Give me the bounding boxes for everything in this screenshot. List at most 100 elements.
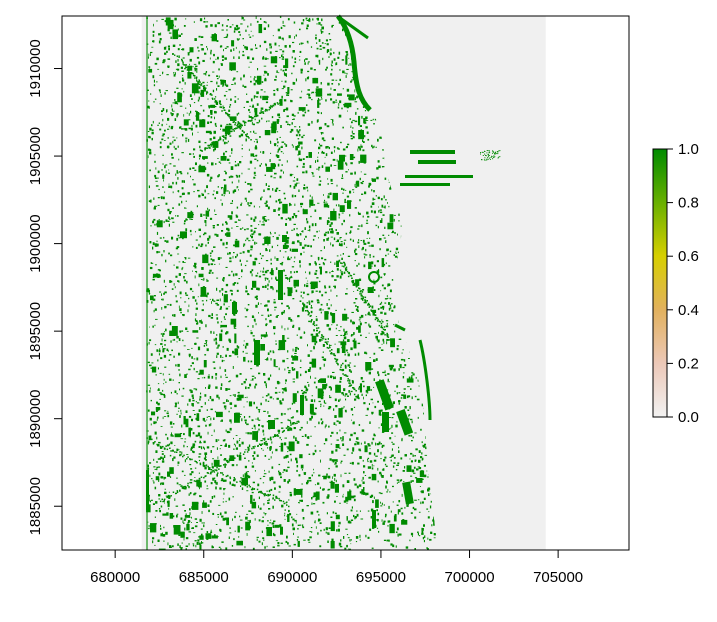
green-patch [183,119,189,126]
green-patch [342,493,344,495]
green-patch [281,88,284,90]
green-patch [223,492,225,495]
green-patch [180,517,183,520]
green-patch [417,379,420,382]
green-patch [221,193,223,196]
green-patch [156,251,159,254]
green-patch [157,359,159,362]
green-patch [238,112,240,115]
green-patch [310,399,314,402]
green-patch [244,546,246,549]
green-patch [283,269,285,272]
green-patch [358,484,362,487]
green-patch [319,217,322,220]
green-patch [229,290,231,292]
green-patch [263,373,266,376]
green-patch [159,141,162,144]
green-patch [309,194,311,197]
green-patch [194,318,197,322]
green-patch [248,66,250,68]
green-patch [250,494,253,504]
green-patch [333,376,335,380]
green-patch [199,440,201,443]
green-patch [243,74,245,77]
green-patch [163,526,165,529]
green-patch [342,495,344,498]
green-patch [154,324,156,327]
green-patch [333,408,335,411]
green-patch [381,204,384,208]
green-patch [371,547,374,549]
green-patch [257,287,260,291]
green-patch [159,89,161,92]
green-patch [148,291,150,295]
green-patch [318,421,320,425]
green-patch [356,485,359,489]
green-patch [390,338,395,348]
green-patch [183,279,186,282]
green-patch [247,446,249,449]
green-patch [216,277,219,279]
green-patch [165,219,168,222]
green-patch [204,394,207,397]
green-patch [161,453,164,455]
green-patch [360,518,364,520]
green-patch [150,51,153,54]
green-patch [295,34,297,37]
green-patch [359,321,361,323]
green-patch [204,466,207,470]
green-patch [367,312,370,316]
green-patch [410,475,413,477]
green-patch [182,192,185,195]
green-patch [284,387,287,390]
green-patch [153,197,155,200]
green-patch [368,323,370,327]
green-patch [249,510,252,512]
green-patch [261,542,263,546]
green-patch [218,504,221,506]
green-patch [171,153,173,156]
green-patch [271,277,273,280]
green-patch [149,390,151,393]
green-patch [266,120,267,123]
green-patch [301,22,304,25]
green-patch [350,126,352,128]
green-patch [160,482,162,486]
green-patch [276,151,279,153]
green-patch [306,93,308,95]
green-patch [289,204,291,207]
green-patch [298,474,301,477]
green-patch [327,338,329,340]
green-patch [245,285,247,289]
green-patch [187,522,190,524]
green-patch [355,541,358,543]
green-patch [217,516,219,518]
green-patch [297,536,299,538]
green-patch [278,198,281,201]
green-patch [259,164,261,167]
green-patch [318,168,320,171]
green-patch [287,425,289,428]
green-patch [379,238,382,241]
green-patch [285,379,287,382]
green-patch [233,77,236,80]
green-patch [366,211,369,215]
green-patch [284,197,286,200]
green-patch [410,532,414,536]
green-patch [372,500,374,504]
green-patch [147,155,149,159]
green-patch [215,386,218,389]
green-patch [424,454,428,456]
green-patch [226,459,229,462]
green-patch [296,129,298,132]
green-patch [419,486,421,487]
green-patch [203,214,206,216]
green-patch [260,89,263,91]
green-patch [327,311,329,315]
green-patch [199,518,202,522]
green-patch [209,252,212,254]
green-patch [188,427,191,437]
green-patch [243,416,246,419]
green-patch [330,151,333,154]
green-patch [252,261,256,266]
